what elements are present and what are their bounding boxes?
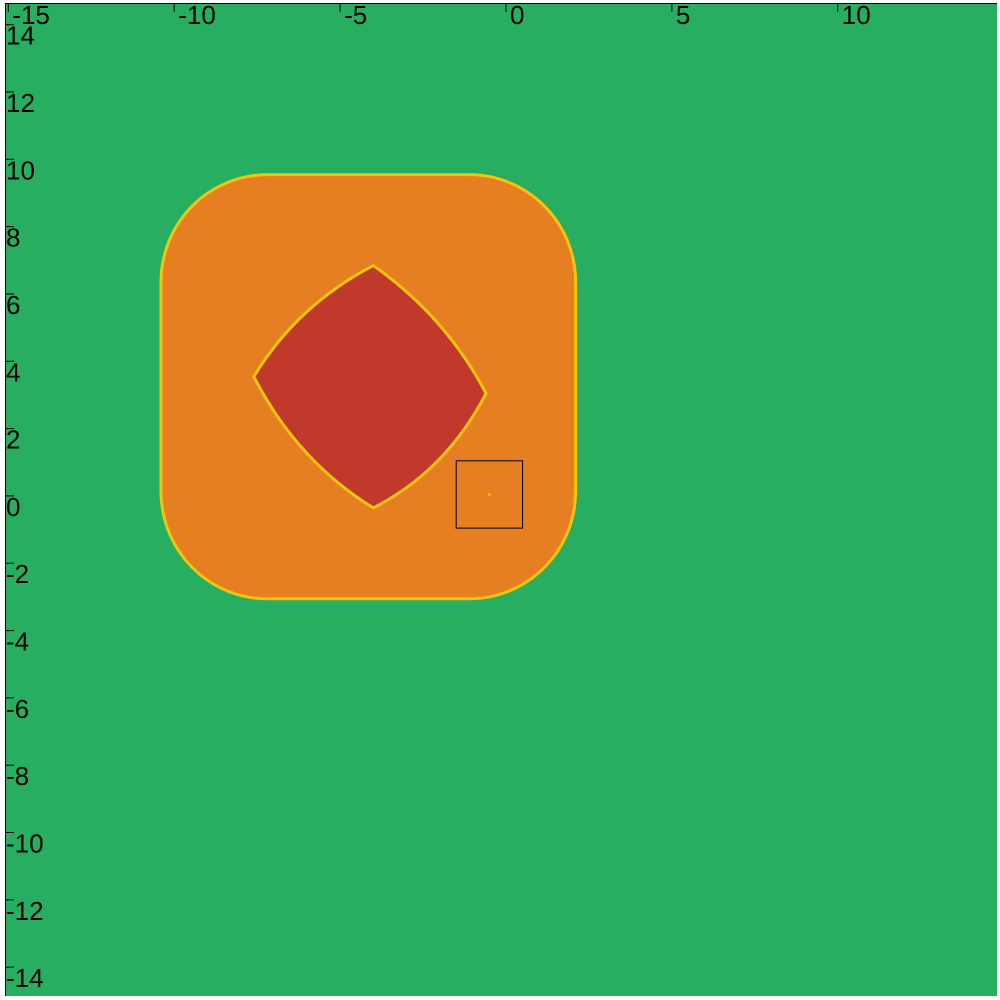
x-tick-label: 0 <box>510 0 524 30</box>
x-tick-label: 10 <box>842 0 871 30</box>
y-tick-label: 8 <box>6 223 20 253</box>
marker-layer <box>455 460 524 529</box>
y-tick-label: 6 <box>6 290 20 320</box>
y-tick-label: -6 <box>6 694 29 724</box>
y-tick-label: -8 <box>6 761 29 791</box>
x-tick-label: 5 <box>676 0 690 30</box>
y-tick-label: 4 <box>6 357 20 387</box>
y-tick-label: 10 <box>6 155 35 185</box>
axes-layer: -15 -10 -5 0 5 10 14 12 10 8 6 4 2 0 -2 -4 -6 -8 -10 -12 -14 <box>5 0 997 996</box>
marker-point <box>487 492 491 496</box>
y-tick-label: 2 <box>6 425 20 455</box>
y-tick-label: -2 <box>6 559 29 589</box>
regions-layer <box>159 173 578 601</box>
x-tick-label: -10 <box>178 0 216 30</box>
x-tick-label: -5 <box>344 0 367 30</box>
x-tick-label: -15 <box>12 0 50 30</box>
inner-region-1 <box>252 264 488 510</box>
y-tick-label: 0 <box>6 492 20 522</box>
y-tick-label: -14 <box>6 963 44 993</box>
marker-box <box>455 460 524 529</box>
y-tick-label: 12 <box>6 88 35 118</box>
y-tick-label: -4 <box>6 627 29 657</box>
y-tick-label: 14 <box>6 21 35 51</box>
y-tick-label: -12 <box>6 896 44 926</box>
y-tick-label: -10 <box>6 829 44 859</box>
